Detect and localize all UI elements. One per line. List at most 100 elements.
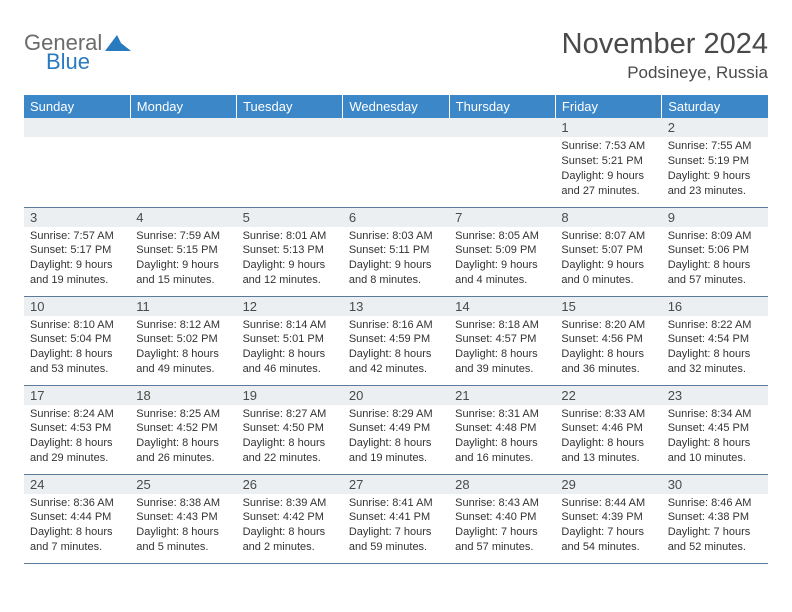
calendar-cell: 2Sunrise: 7:55 AMSunset: 5:19 PMDaylight… [662, 118, 768, 207]
calendar-row: 17Sunrise: 8:24 AMSunset: 4:53 PMDayligh… [24, 385, 768, 474]
sunset-text: Sunset: 4:41 PM [349, 510, 445, 525]
day-data: Sunrise: 8:34 AMSunset: 4:45 PMDaylight:… [662, 405, 768, 470]
sunset-text: Sunset: 4:52 PM [136, 421, 232, 436]
sunrise-text: Sunrise: 8:41 AM [349, 496, 445, 511]
sunrise-text: Sunrise: 7:57 AM [30, 229, 126, 244]
day-number: 26 [237, 475, 343, 494]
sunrise-text: Sunrise: 8:33 AM [561, 407, 657, 422]
day-number: 21 [449, 386, 555, 405]
daylight-text: Daylight: 8 hours [668, 258, 764, 273]
daylight-text: Daylight: 8 hours [136, 347, 232, 362]
sunset-text: Sunset: 5:02 PM [136, 332, 232, 347]
sunrise-text: Sunrise: 8:43 AM [455, 496, 551, 511]
calendar-cell: 6Sunrise: 8:03 AMSunset: 5:11 PMDaylight… [343, 207, 449, 296]
day-number: 3 [24, 208, 130, 227]
daylight-text: Daylight: 8 hours [349, 347, 445, 362]
title-block: November 2024 Podsineye, Russia [562, 28, 768, 83]
day-number-empty [237, 118, 343, 137]
day-number: 16 [662, 297, 768, 316]
day-data: Sunrise: 8:31 AMSunset: 4:48 PMDaylight:… [449, 405, 555, 470]
day-number-empty [449, 118, 555, 137]
day-data: Sunrise: 8:43 AMSunset: 4:40 PMDaylight:… [449, 494, 555, 559]
daylight-text: and 36 minutes. [561, 362, 657, 377]
sunrise-text: Sunrise: 8:16 AM [349, 318, 445, 333]
daylight-text: Daylight: 9 hours [455, 258, 551, 273]
day-number: 4 [130, 208, 236, 227]
daylight-text: and 27 minutes. [561, 184, 657, 199]
daylight-text: Daylight: 9 hours [243, 258, 339, 273]
daylight-text: and 19 minutes. [349, 451, 445, 466]
sunrise-text: Sunrise: 8:25 AM [136, 407, 232, 422]
daylight-text: and 2 minutes. [243, 540, 339, 555]
daylight-text: and 5 minutes. [136, 540, 232, 555]
daylight-text: Daylight: 8 hours [349, 436, 445, 451]
daylight-text: Daylight: 8 hours [30, 347, 126, 362]
weekday-header-row: Sunday Monday Tuesday Wednesday Thursday… [24, 95, 768, 118]
sunrise-text: Sunrise: 8:18 AM [455, 318, 551, 333]
day-number: 25 [130, 475, 236, 494]
daylight-text: and 13 minutes. [561, 451, 657, 466]
day-number: 29 [555, 475, 661, 494]
month-title: November 2024 [562, 28, 768, 61]
day-data: Sunrise: 8:10 AMSunset: 5:04 PMDaylight:… [24, 316, 130, 381]
weekday-header: Saturday [662, 95, 768, 118]
logo: General Blue [24, 34, 131, 71]
day-number: 23 [662, 386, 768, 405]
location-label: Podsineye, Russia [562, 63, 768, 83]
day-number: 27 [343, 475, 449, 494]
triangle-icon [105, 33, 131, 58]
daylight-text: and 42 minutes. [349, 362, 445, 377]
sunset-text: Sunset: 5:09 PM [455, 243, 551, 258]
day-data: Sunrise: 7:57 AMSunset: 5:17 PMDaylight:… [24, 227, 130, 292]
day-data: Sunrise: 8:18 AMSunset: 4:57 PMDaylight:… [449, 316, 555, 381]
daylight-text: and 7 minutes. [30, 540, 126, 555]
daylight-text: Daylight: 7 hours [455, 525, 551, 540]
daylight-text: Daylight: 9 hours [349, 258, 445, 273]
calendar-page: General Blue November 2024 Podsineye, Ru… [0, 0, 792, 564]
calendar-cell: 14Sunrise: 8:18 AMSunset: 4:57 PMDayligh… [449, 296, 555, 385]
daylight-text: Daylight: 8 hours [561, 436, 657, 451]
daylight-text: and 15 minutes. [136, 273, 232, 288]
daylight-text: and 8 minutes. [349, 273, 445, 288]
calendar-cell: 5Sunrise: 8:01 AMSunset: 5:13 PMDaylight… [237, 207, 343, 296]
day-data: Sunrise: 8:22 AMSunset: 4:54 PMDaylight:… [662, 316, 768, 381]
sunrise-text: Sunrise: 7:59 AM [136, 229, 232, 244]
day-number: 22 [555, 386, 661, 405]
daylight-text: and 22 minutes. [243, 451, 339, 466]
day-data: Sunrise: 8:05 AMSunset: 5:09 PMDaylight:… [449, 227, 555, 292]
sunrise-text: Sunrise: 8:05 AM [455, 229, 551, 244]
day-number: 20 [343, 386, 449, 405]
calendar-cell: 29Sunrise: 8:44 AMSunset: 4:39 PMDayligh… [555, 474, 661, 563]
weekday-header: Wednesday [343, 95, 449, 118]
calendar-row: 24Sunrise: 8:36 AMSunset: 4:44 PMDayligh… [24, 474, 768, 563]
sunrise-text: Sunrise: 8:29 AM [349, 407, 445, 422]
sunrise-text: Sunrise: 8:14 AM [243, 318, 339, 333]
daylight-text: and 12 minutes. [243, 273, 339, 288]
day-data: Sunrise: 8:03 AMSunset: 5:11 PMDaylight:… [343, 227, 449, 292]
calendar-cell: 20Sunrise: 8:29 AMSunset: 4:49 PMDayligh… [343, 385, 449, 474]
daylight-text: Daylight: 8 hours [30, 436, 126, 451]
calendar-cell: 21Sunrise: 8:31 AMSunset: 4:48 PMDayligh… [449, 385, 555, 474]
sunset-text: Sunset: 5:19 PM [668, 154, 764, 169]
daylight-text: and 4 minutes. [455, 273, 551, 288]
sunrise-text: Sunrise: 8:31 AM [455, 407, 551, 422]
sunset-text: Sunset: 4:50 PM [243, 421, 339, 436]
calendar-cell: 8Sunrise: 8:07 AMSunset: 5:07 PMDaylight… [555, 207, 661, 296]
sunset-text: Sunset: 4:43 PM [136, 510, 232, 525]
daylight-text: and 59 minutes. [349, 540, 445, 555]
calendar-cell: 4Sunrise: 7:59 AMSunset: 5:15 PMDaylight… [130, 207, 236, 296]
day-number: 24 [24, 475, 130, 494]
sunrise-text: Sunrise: 8:09 AM [668, 229, 764, 244]
weekday-header: Sunday [24, 95, 130, 118]
day-number: 7 [449, 208, 555, 227]
sunrise-text: Sunrise: 8:46 AM [668, 496, 764, 511]
daylight-text: Daylight: 9 hours [136, 258, 232, 273]
weekday-header: Thursday [449, 95, 555, 118]
daylight-text: Daylight: 8 hours [561, 347, 657, 362]
daylight-text: Daylight: 8 hours [455, 436, 551, 451]
daylight-text: Daylight: 8 hours [455, 347, 551, 362]
daylight-text: and 57 minutes. [668, 273, 764, 288]
sunrise-text: Sunrise: 8:22 AM [668, 318, 764, 333]
calendar-table: Sunday Monday Tuesday Wednesday Thursday… [24, 95, 768, 564]
sunset-text: Sunset: 5:17 PM [30, 243, 126, 258]
